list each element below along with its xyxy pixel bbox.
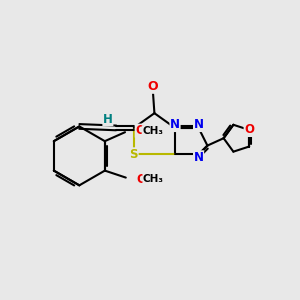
Text: O: O: [136, 172, 146, 186]
Text: O: O: [244, 123, 254, 136]
Text: O: O: [148, 80, 158, 93]
Text: CH₃: CH₃: [142, 126, 163, 136]
Text: N: N: [194, 151, 204, 164]
Text: O: O: [135, 124, 145, 137]
Text: N: N: [170, 118, 180, 131]
Text: CH₃: CH₃: [143, 174, 164, 184]
Text: H: H: [103, 112, 113, 126]
Text: S: S: [130, 148, 138, 161]
Text: N: N: [194, 118, 204, 131]
